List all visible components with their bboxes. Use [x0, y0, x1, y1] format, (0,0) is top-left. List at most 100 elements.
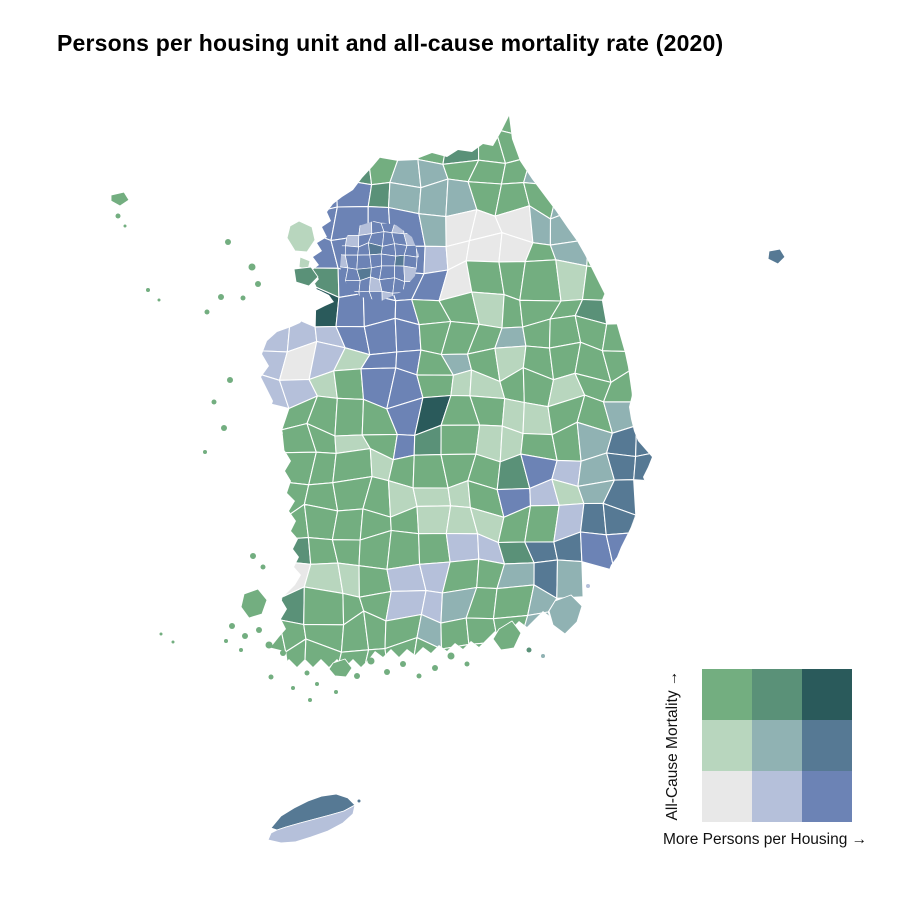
district-cell	[633, 450, 652, 483]
district-cell	[581, 265, 616, 301]
legend-cell	[752, 720, 802, 771]
islet	[367, 657, 375, 665]
district-cell	[304, 152, 340, 183]
district-cell	[519, 259, 562, 302]
district-cell	[303, 586, 345, 626]
baengnyeong-island	[110, 191, 130, 207]
mainland	[257, 116, 652, 706]
district-cell	[416, 505, 452, 535]
islet	[280, 650, 286, 656]
namhae-island	[492, 620, 522, 651]
district-cell	[556, 153, 589, 192]
islet	[225, 239, 231, 245]
islands	[110, 191, 786, 844]
district-cell	[523, 156, 559, 187]
district-cell	[412, 487, 452, 507]
district-cell	[334, 397, 365, 437]
seoul-district-cell	[369, 253, 383, 269]
islet	[218, 294, 224, 300]
legend-cell	[752, 771, 802, 822]
district-cell	[304, 638, 342, 667]
district-cell	[601, 322, 639, 353]
district-cell	[335, 292, 365, 328]
legend-cell	[702, 771, 752, 822]
jindo-island	[240, 588, 268, 619]
islet	[586, 584, 590, 588]
islet	[123, 224, 127, 228]
seoul-district-cell	[380, 253, 397, 267]
district-cell	[335, 154, 373, 186]
islet	[334, 690, 338, 694]
district-cell	[635, 425, 652, 458]
district-cell	[556, 559, 584, 599]
islet	[260, 564, 266, 570]
islet	[464, 661, 470, 667]
islet	[256, 627, 262, 633]
ganghwa-island	[286, 220, 316, 253]
seoul-district-cell	[379, 277, 395, 294]
district-cell	[277, 180, 315, 218]
district-cell	[257, 314, 292, 353]
islet	[308, 698, 312, 702]
islet	[541, 654, 545, 658]
islet	[227, 377, 233, 383]
islet	[315, 682, 319, 686]
islet	[159, 632, 163, 636]
islet	[416, 673, 422, 679]
district-cell	[423, 245, 449, 275]
district-cell	[442, 124, 480, 165]
islet	[384, 669, 390, 675]
legend-grid	[702, 669, 852, 822]
islet	[304, 670, 310, 676]
islet	[229, 623, 235, 629]
district-cell	[411, 665, 447, 667]
islet	[268, 674, 274, 680]
islet	[171, 640, 175, 644]
islet	[265, 641, 273, 649]
islet	[357, 799, 361, 803]
district-cell	[492, 116, 525, 137]
district-cell	[364, 670, 397, 706]
map-title: Persons per housing unit and all-cause m…	[57, 30, 724, 56]
district-cell	[549, 185, 589, 220]
islet	[203, 450, 207, 454]
district-cell	[278, 537, 312, 565]
ulleungdo-island	[767, 248, 786, 265]
district-cell	[631, 398, 652, 432]
islet	[157, 298, 161, 302]
district-cell	[465, 260, 505, 296]
islet	[211, 399, 217, 405]
district-cell	[440, 424, 481, 456]
islet	[255, 281, 261, 287]
islet	[115, 213, 121, 219]
legend-cell	[702, 720, 752, 771]
islet	[354, 673, 360, 679]
district-cell	[386, 529, 421, 570]
islet	[242, 633, 248, 639]
islet	[400, 661, 406, 667]
legend-cell	[752, 669, 802, 720]
geoje-island	[548, 594, 583, 635]
islet	[146, 288, 150, 292]
legend-cell	[802, 771, 852, 822]
islet	[294, 658, 300, 664]
district-cell	[331, 508, 364, 541]
district-cell	[586, 238, 616, 271]
islet	[526, 647, 532, 653]
islet	[447, 652, 455, 660]
district-cell	[524, 504, 560, 543]
district-cell	[465, 116, 497, 137]
wando-island	[328, 658, 353, 678]
islet	[221, 425, 227, 431]
legend-x-axis-label: More Persons per Housing →	[663, 831, 868, 848]
islet	[224, 639, 228, 643]
jeju-south	[267, 804, 356, 844]
district-cell	[278, 586, 305, 626]
seoul-district-cell	[394, 254, 405, 267]
yeongjong-island	[293, 266, 319, 287]
district-cell	[303, 503, 339, 541]
islet	[250, 553, 256, 559]
district-cell	[584, 205, 614, 241]
islet	[240, 295, 246, 301]
